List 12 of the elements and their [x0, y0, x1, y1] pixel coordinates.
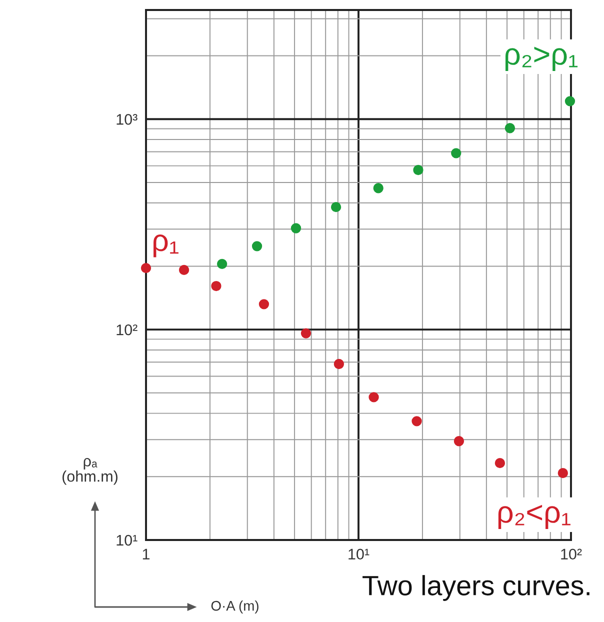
- y-tick-label: 10¹: [116, 534, 138, 546]
- y-tick-label: 10²: [116, 324, 138, 336]
- annotation: ρ₁: [154, 234, 178, 258]
- x-tick-label: 10²: [561, 548, 582, 560]
- y-tick-label: 10³: [116, 114, 138, 125]
- x-axis-title: O·A (m): [211, 600, 258, 614]
- series-label: ρ₂>ρ₁: [506, 46, 578, 71]
- y-axis-title: ρₐ (ohm.m): [62, 458, 118, 485]
- text: Two layers curves.: [362, 575, 590, 601]
- series-label: ρ₂<ρ₁: [498, 504, 570, 529]
- x-tick-label: 10¹: [348, 548, 370, 560]
- x-tick-label: 1: [142, 548, 150, 560]
